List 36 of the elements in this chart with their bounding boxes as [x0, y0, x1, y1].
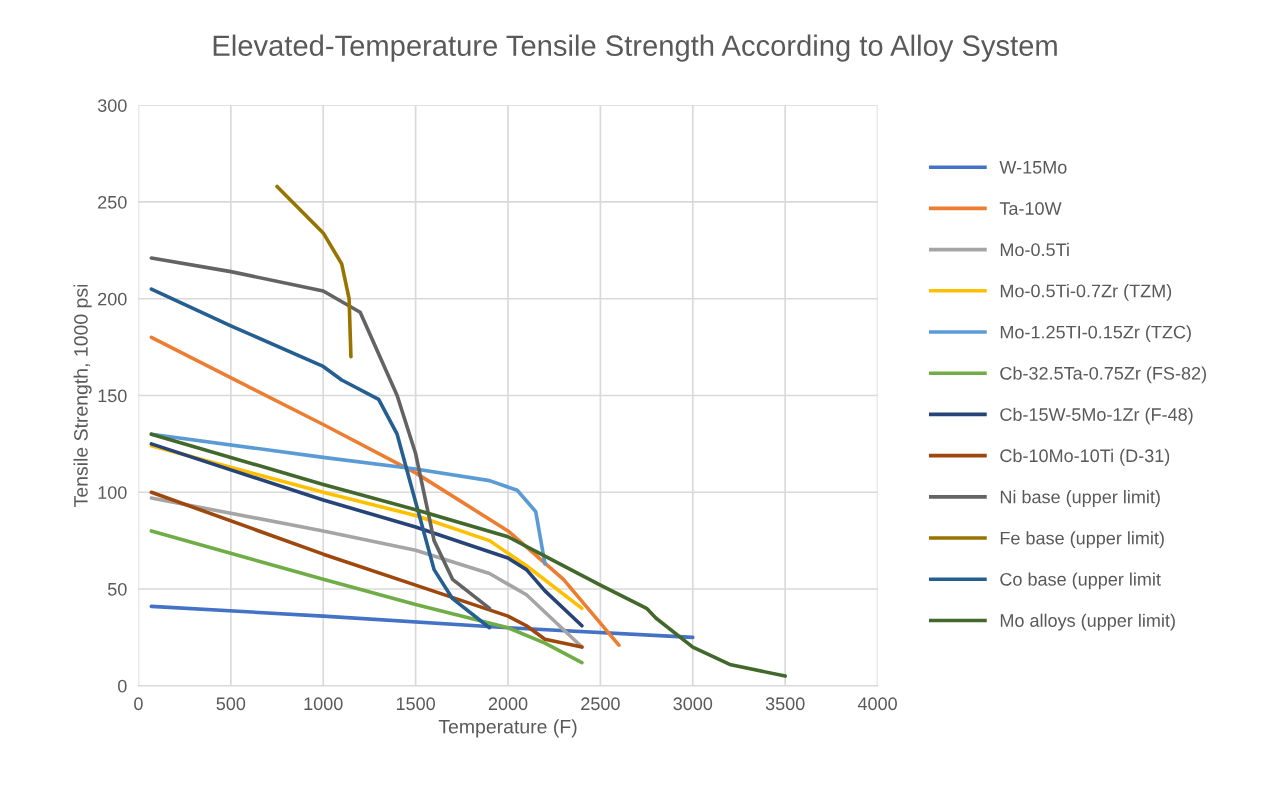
x-tick-label: 500: [216, 697, 246, 711]
y-tick-label: 150: [98, 389, 127, 403]
x-tick-label: 1500: [396, 697, 435, 711]
line-series: [149, 604, 695, 640]
x-tick-label: 1000: [304, 697, 343, 711]
line-series: [275, 184, 353, 359]
x-tick-label: 2000: [488, 697, 528, 711]
legend-label: Mo alloys (upper limit): [1000, 613, 1175, 631]
legend-label: Cb-15W-5Mo-1Zr (F-48): [1000, 407, 1193, 425]
y-axis-title: Tensile Strength, 1000 psi: [73, 284, 92, 507]
legend-label: Ta-10W: [999, 202, 1062, 215]
x-tick-label: 2500: [581, 697, 620, 711]
line-series: [149, 335, 621, 647]
legend-label: Mo-1.25TI-0.15Zr (TZC): [1000, 325, 1191, 343]
x-tick-label: 3500: [765, 697, 805, 711]
x-tick-label: 3000: [673, 697, 713, 711]
line-series: [149, 529, 584, 665]
y-tick-label: 250: [98, 195, 127, 209]
y-tick-label: 300: [97, 99, 127, 112]
legend-label: Cb-10Mo-10Ti (D-31): [1000, 448, 1170, 466]
legend-label: Mo-0.5Ti: [1000, 242, 1069, 257]
legend-label: W-15Mo: [999, 161, 1067, 174]
y-tick-label: 0: [117, 679, 127, 693]
y-tick-label: 50: [107, 582, 127, 596]
legend-label: Co base (upper limit: [1000, 572, 1161, 590]
legend-label: Ni base (upper limit): [1000, 490, 1160, 507]
y-tick-label: 100: [98, 486, 127, 499]
legend-label: Cb-32.5Ta-0.75Zr (FS-82): [1000, 366, 1206, 384]
chart-title: Elevated-Temperature Tensile Strength According to Alloy System: [213, 34, 1057, 62]
line-series: [149, 432, 787, 678]
legend-label: Mo-0.5Ti-0.7Zr (TZM): [1000, 284, 1172, 301]
x-tick-label: 4000: [857, 697, 897, 711]
y-tick-label: 200: [98, 292, 127, 306]
legend-label: Fe base (upper limit): [1000, 531, 1164, 549]
x-axis-title: Temperature (F): [438, 719, 577, 738]
x-tick-label: 0: [134, 697, 143, 711]
